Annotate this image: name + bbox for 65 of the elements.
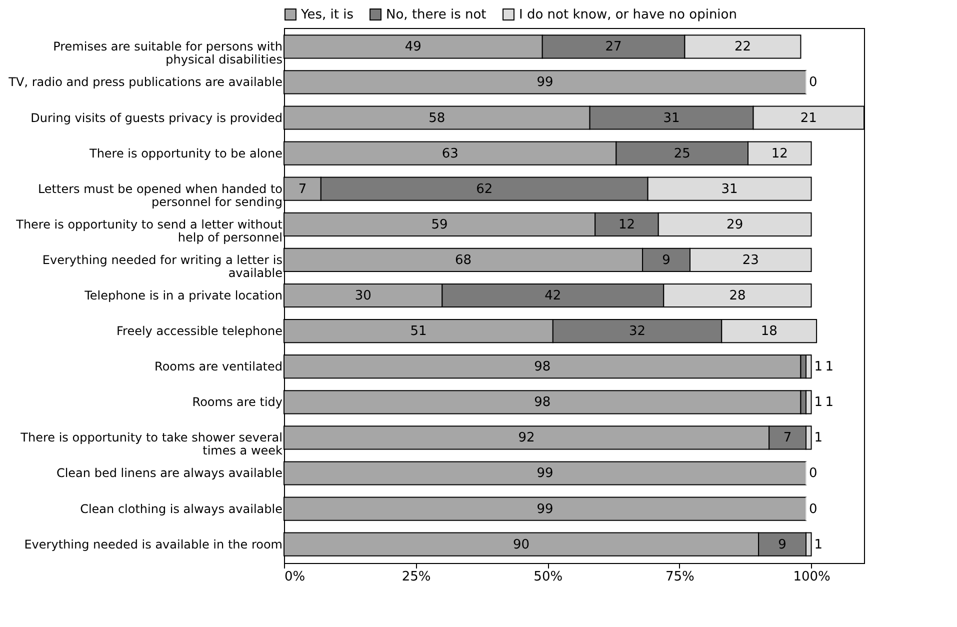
y-tick-label: There is opportunity to send a letter without help of personnel xyxy=(15,217,283,244)
data-label: 58 xyxy=(428,110,446,126)
data-label: 7 xyxy=(783,430,792,446)
data-label: 9 xyxy=(662,252,670,268)
legend-label: No, there is not xyxy=(386,8,486,23)
y-tick-label: Everything needed for writing a letter is available xyxy=(42,252,282,280)
y-tick-label: Clean clothing is always available xyxy=(80,502,282,516)
data-label: 42 xyxy=(544,288,562,304)
data-label: 99 xyxy=(536,75,554,90)
x-tick-label: 25% xyxy=(402,570,431,584)
data-label: 21 xyxy=(800,110,817,126)
data-label: 22 xyxy=(734,40,751,55)
data-label: 99 xyxy=(536,466,554,482)
data-label: 62 xyxy=(476,182,493,197)
data-label: 1 xyxy=(825,395,834,410)
y-tick-label: Telephone is in a private location xyxy=(84,288,282,302)
y-tick-label: Everything needed is available in the room xyxy=(24,537,282,552)
data-label: 68 xyxy=(455,252,472,268)
y-tick-label: Rooms are tidy xyxy=(192,395,282,410)
data-label: 63 xyxy=(442,146,458,162)
data-label: 1 xyxy=(825,360,834,375)
data-label: 7 xyxy=(298,182,307,197)
y-tick-label: Premises are suitable for persons with physical disabilities xyxy=(53,40,282,67)
legend-label: Yes, it is xyxy=(300,8,354,23)
data-label: 98 xyxy=(534,360,551,375)
y-tick-label: Letters must be opened when handed to personnel for sending xyxy=(38,182,282,209)
y-tick-label: There is opportunity to take shower several times a week xyxy=(20,430,283,458)
data-label: 25 xyxy=(674,146,690,162)
y-tick-label: There is opportunity to be alone xyxy=(88,146,282,160)
data-label: 99 xyxy=(536,502,554,517)
data-label: 0 xyxy=(809,502,818,517)
data-label: 0 xyxy=(809,466,818,482)
data-label: 27 xyxy=(605,40,622,55)
x-tick-label: 100% xyxy=(793,570,830,584)
data-label: 31 xyxy=(721,182,738,197)
data-label: 29 xyxy=(726,217,744,232)
data-label: 30 xyxy=(354,288,372,304)
x-tick-label: 0% xyxy=(284,570,306,584)
data-label: 18 xyxy=(760,324,778,340)
data-label: 59 xyxy=(431,217,448,232)
data-label: 0 xyxy=(809,75,818,90)
x-tick-label: 50% xyxy=(534,570,563,584)
x-tick-label: 75% xyxy=(666,570,694,584)
data-label: 28 xyxy=(729,288,746,304)
y-tick-label: Clean bed linens are always available xyxy=(56,466,282,480)
y-tick-label: Freely accessible telephone xyxy=(116,324,282,338)
data-label: 92 xyxy=(518,430,535,446)
y-tick-label: Rooms are ventilated xyxy=(154,360,282,374)
legend-label: I do not know, or have no opinion xyxy=(519,8,737,23)
data-label: 23 xyxy=(742,252,759,268)
data-label: 32 xyxy=(629,324,646,340)
data-label: 12 xyxy=(618,217,635,232)
y-tick-label: During visits of guests privacy is provided xyxy=(30,110,282,125)
data-label: 90 xyxy=(513,537,530,552)
data-label: 9 xyxy=(778,537,786,552)
data-label: 1 xyxy=(814,430,823,446)
y-tick-label: TV, radio and press publications are available xyxy=(8,75,282,90)
data-label: 12 xyxy=(771,146,788,162)
data-label: 49 xyxy=(404,40,422,55)
data-label: 31 xyxy=(663,110,680,126)
data-label: 1 xyxy=(814,360,823,375)
data-label: 1 xyxy=(814,395,823,410)
data-label: 51 xyxy=(410,324,427,340)
data-label: 98 xyxy=(534,395,551,410)
data-label: 1 xyxy=(814,537,823,552)
